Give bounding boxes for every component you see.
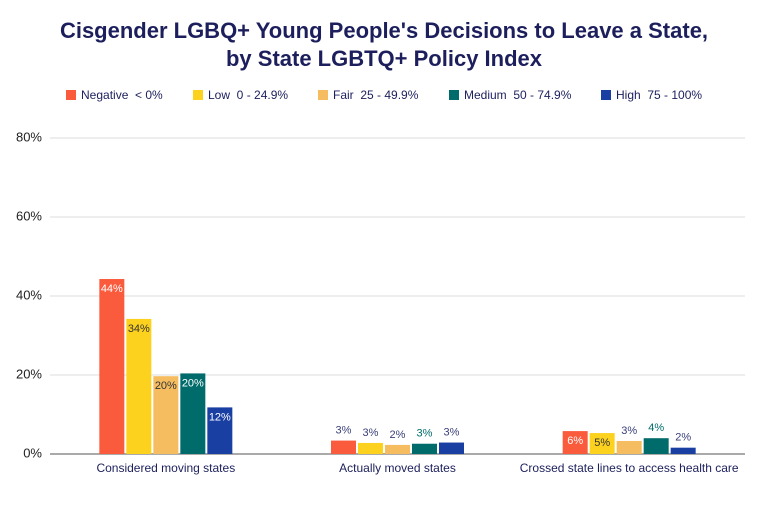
y-tick-label: 20% [16,366,42,381]
bar [643,438,669,454]
bar [358,442,383,454]
chart-title: Cisgender LGBQ+ Young People's Decisions… [60,18,708,43]
value-label: 6% [567,435,583,447]
bar [99,279,125,454]
bar [207,407,233,454]
value-label: 5% [594,437,610,449]
value-label: 4% [648,422,664,434]
bar [616,440,642,454]
value-label: 2% [675,432,691,444]
bar [385,444,410,454]
legend-swatch [449,90,459,100]
y-tick-label: 80% [16,129,42,144]
legend-swatch [193,90,203,100]
x-tick-label: Crossed state lines to access health car… [520,461,739,475]
value-label: 3% [336,424,352,436]
bar [439,442,464,454]
x-tick-label: Actually moved states [339,461,456,475]
bar [562,431,588,454]
value-label: 3% [363,427,379,439]
bar [670,447,696,454]
value-label: 3% [417,428,433,440]
legend-label: High 75 - 100% [616,88,702,102]
legend-swatch [318,90,328,100]
legend-label: Fair 25 - 49.9% [333,88,419,102]
value-label: 3% [444,426,460,438]
bar [126,318,152,454]
legend-swatch [66,90,76,100]
value-label: 44% [101,283,123,295]
y-tick-label: 40% [16,287,42,302]
bar [412,443,437,454]
y-tick-label: 0% [23,445,42,460]
y-tick-label: 60% [16,208,42,223]
bar [331,440,356,454]
chart-subtitle: by State LGBTQ+ Policy Index [226,46,543,71]
bar [589,433,615,454]
value-label: 12% [209,411,231,423]
value-label: 2% [390,429,406,441]
legend-label: Medium 50 - 74.9% [464,88,572,102]
x-tick-label: Considered moving states [96,461,235,475]
bar [153,376,179,454]
value-label: 20% [155,380,177,392]
value-label: 3% [621,425,637,437]
value-label: 20% [182,377,204,389]
legend-swatch [601,90,611,100]
value-label: 34% [128,323,150,335]
legend-label: Negative < 0% [81,88,163,102]
legend-label: Low 0 - 24.9% [208,88,288,102]
bar [180,373,206,454]
